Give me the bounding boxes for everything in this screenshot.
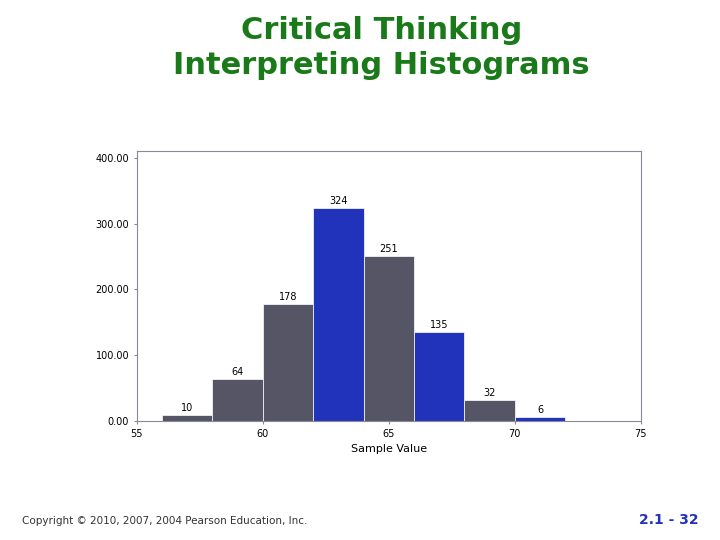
Text: 251: 251 bbox=[379, 244, 398, 254]
Bar bbox=[364, 256, 414, 421]
X-axis label: Sample Value: Sample Value bbox=[351, 444, 427, 454]
Text: 324: 324 bbox=[329, 196, 348, 206]
Text: 64: 64 bbox=[231, 367, 244, 377]
Text: Copyright © 2010, 2007, 2004 Pearson Education, Inc.: Copyright © 2010, 2007, 2004 Pearson Edu… bbox=[22, 516, 307, 526]
Bar bbox=[414, 332, 464, 421]
Text: 32: 32 bbox=[483, 388, 496, 398]
Bar bbox=[313, 208, 364, 421]
Text: 10: 10 bbox=[181, 403, 194, 413]
Text: 2.1 - 32: 2.1 - 32 bbox=[639, 512, 698, 526]
Text: 6: 6 bbox=[537, 406, 543, 415]
Text: 178: 178 bbox=[279, 292, 297, 302]
Bar bbox=[162, 415, 212, 421]
Text: 135: 135 bbox=[430, 320, 449, 330]
Bar bbox=[464, 400, 515, 421]
Bar bbox=[212, 379, 263, 421]
Text: Critical Thinking
Interpreting Histograms: Critical Thinking Interpreting Histogram… bbox=[174, 16, 590, 80]
Bar bbox=[515, 417, 565, 421]
Bar bbox=[263, 304, 313, 421]
